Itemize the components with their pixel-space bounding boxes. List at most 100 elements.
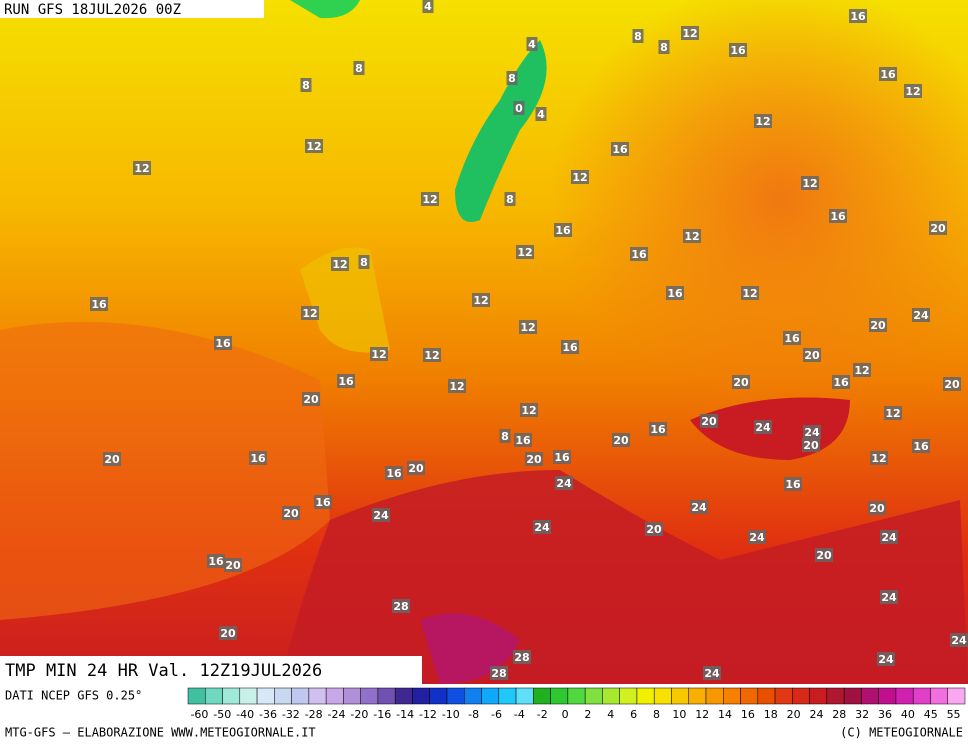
temp-label: 20 xyxy=(646,523,662,536)
colorbar-label: 55 xyxy=(947,708,961,721)
temp-label: 16 xyxy=(913,440,929,453)
temp-label: 16 xyxy=(386,467,402,480)
label-box xyxy=(407,461,425,475)
atlantic-warm xyxy=(0,321,330,620)
temp-label: 16 xyxy=(215,337,231,350)
temp-label: 24 xyxy=(691,501,707,514)
temp-label: 16 xyxy=(315,496,331,509)
label-box xyxy=(448,379,466,393)
temp-label: 16 xyxy=(850,10,866,23)
label-box xyxy=(703,666,721,680)
temp-label: 24 xyxy=(556,477,572,490)
temp-label: 12 xyxy=(871,452,886,465)
colorbar-label: 4 xyxy=(607,708,614,721)
temp-label: 20 xyxy=(930,222,946,235)
label-box xyxy=(803,348,821,362)
colorbar-label: -10 xyxy=(442,708,460,721)
label-box xyxy=(815,548,833,562)
temp-label: 12 xyxy=(302,307,317,320)
temp-label: 12 xyxy=(521,404,536,417)
temp-label: 20 xyxy=(803,439,819,452)
temp-label: 24 xyxy=(913,309,929,322)
color-swatch xyxy=(308,687,327,705)
label-box xyxy=(90,297,108,311)
label-box xyxy=(632,29,644,43)
label-box xyxy=(385,466,403,480)
colorbar-label: 20 xyxy=(787,708,801,721)
color-swatch xyxy=(947,687,966,705)
temp-label: 12 xyxy=(520,321,535,334)
temp-label: 16 xyxy=(784,332,800,345)
temp-label: 28 xyxy=(514,651,529,664)
temp-label: 20 xyxy=(303,393,319,406)
temp-label: 20 xyxy=(408,462,424,475)
label-box xyxy=(331,257,349,271)
color-swatch xyxy=(360,687,379,705)
color-swatch xyxy=(187,687,206,705)
temp-label: 12 xyxy=(134,162,149,175)
color-swatch xyxy=(377,687,396,705)
temp-label: 20 xyxy=(804,349,820,362)
color-swatch xyxy=(429,687,448,705)
temp-label: 16 xyxy=(338,375,354,388)
label-box xyxy=(612,433,630,447)
label-box xyxy=(853,363,871,377)
label-box xyxy=(877,652,895,666)
color-swatch xyxy=(274,687,292,705)
colorbar-label: 2 xyxy=(584,708,591,721)
temp-label: 8 xyxy=(360,256,368,269)
colorbar-label: -50 xyxy=(213,708,231,721)
label-box xyxy=(103,452,121,466)
color-swatch xyxy=(533,687,551,705)
color-swatch xyxy=(723,687,741,705)
label-box xyxy=(513,101,525,115)
temp-label: 20 xyxy=(220,627,236,640)
color-swatch xyxy=(688,687,707,705)
label-box xyxy=(133,161,151,175)
label-box xyxy=(337,374,355,388)
temp-label: 20 xyxy=(283,507,299,520)
temp-label: 20 xyxy=(816,549,832,562)
label-box xyxy=(803,425,821,439)
temp-label: 12 xyxy=(802,177,817,190)
label-box xyxy=(207,554,225,568)
colorbar-label: -28 xyxy=(305,708,323,721)
color-swatch xyxy=(740,687,759,705)
colorbar-label: 14 xyxy=(718,708,732,721)
color-swatch xyxy=(325,687,344,705)
colorbar-label: -16 xyxy=(373,708,391,721)
east-warm-area xyxy=(550,0,968,420)
label-box xyxy=(301,306,319,320)
temp-label: 12 xyxy=(684,230,699,243)
label-box xyxy=(423,348,441,362)
colorbar-label: -32 xyxy=(282,708,300,721)
temp-label: 4 xyxy=(424,0,432,13)
temp-label: 16 xyxy=(730,44,746,57)
credits: MTG-GFS — ELABORAZIONE WWW.METEOGIORNALE… xyxy=(5,726,316,740)
color-swatch xyxy=(222,687,241,705)
temp-label: 20 xyxy=(526,453,542,466)
color-swatch xyxy=(205,687,223,705)
colorbar-label: 0 xyxy=(562,708,569,721)
colorbar-label: 6 xyxy=(630,708,637,721)
color-swatch xyxy=(550,687,569,705)
color-swatch xyxy=(567,687,586,705)
color-swatch xyxy=(481,687,500,705)
temp-label: 8 xyxy=(302,79,310,92)
label-box xyxy=(353,61,365,75)
label-box xyxy=(832,375,850,389)
label-box xyxy=(645,522,663,536)
colorbar-label: -60 xyxy=(190,708,208,721)
color-swatch xyxy=(671,687,689,705)
color-swatch xyxy=(602,687,620,705)
label-box xyxy=(535,107,547,121)
temp-label: 16 xyxy=(880,68,896,81)
label-box xyxy=(879,67,897,81)
temp-label: 24 xyxy=(755,421,771,434)
temp-label: 16 xyxy=(833,376,849,389)
color-swatch xyxy=(809,687,828,705)
color-swatch xyxy=(464,687,482,705)
label-box xyxy=(880,590,898,604)
